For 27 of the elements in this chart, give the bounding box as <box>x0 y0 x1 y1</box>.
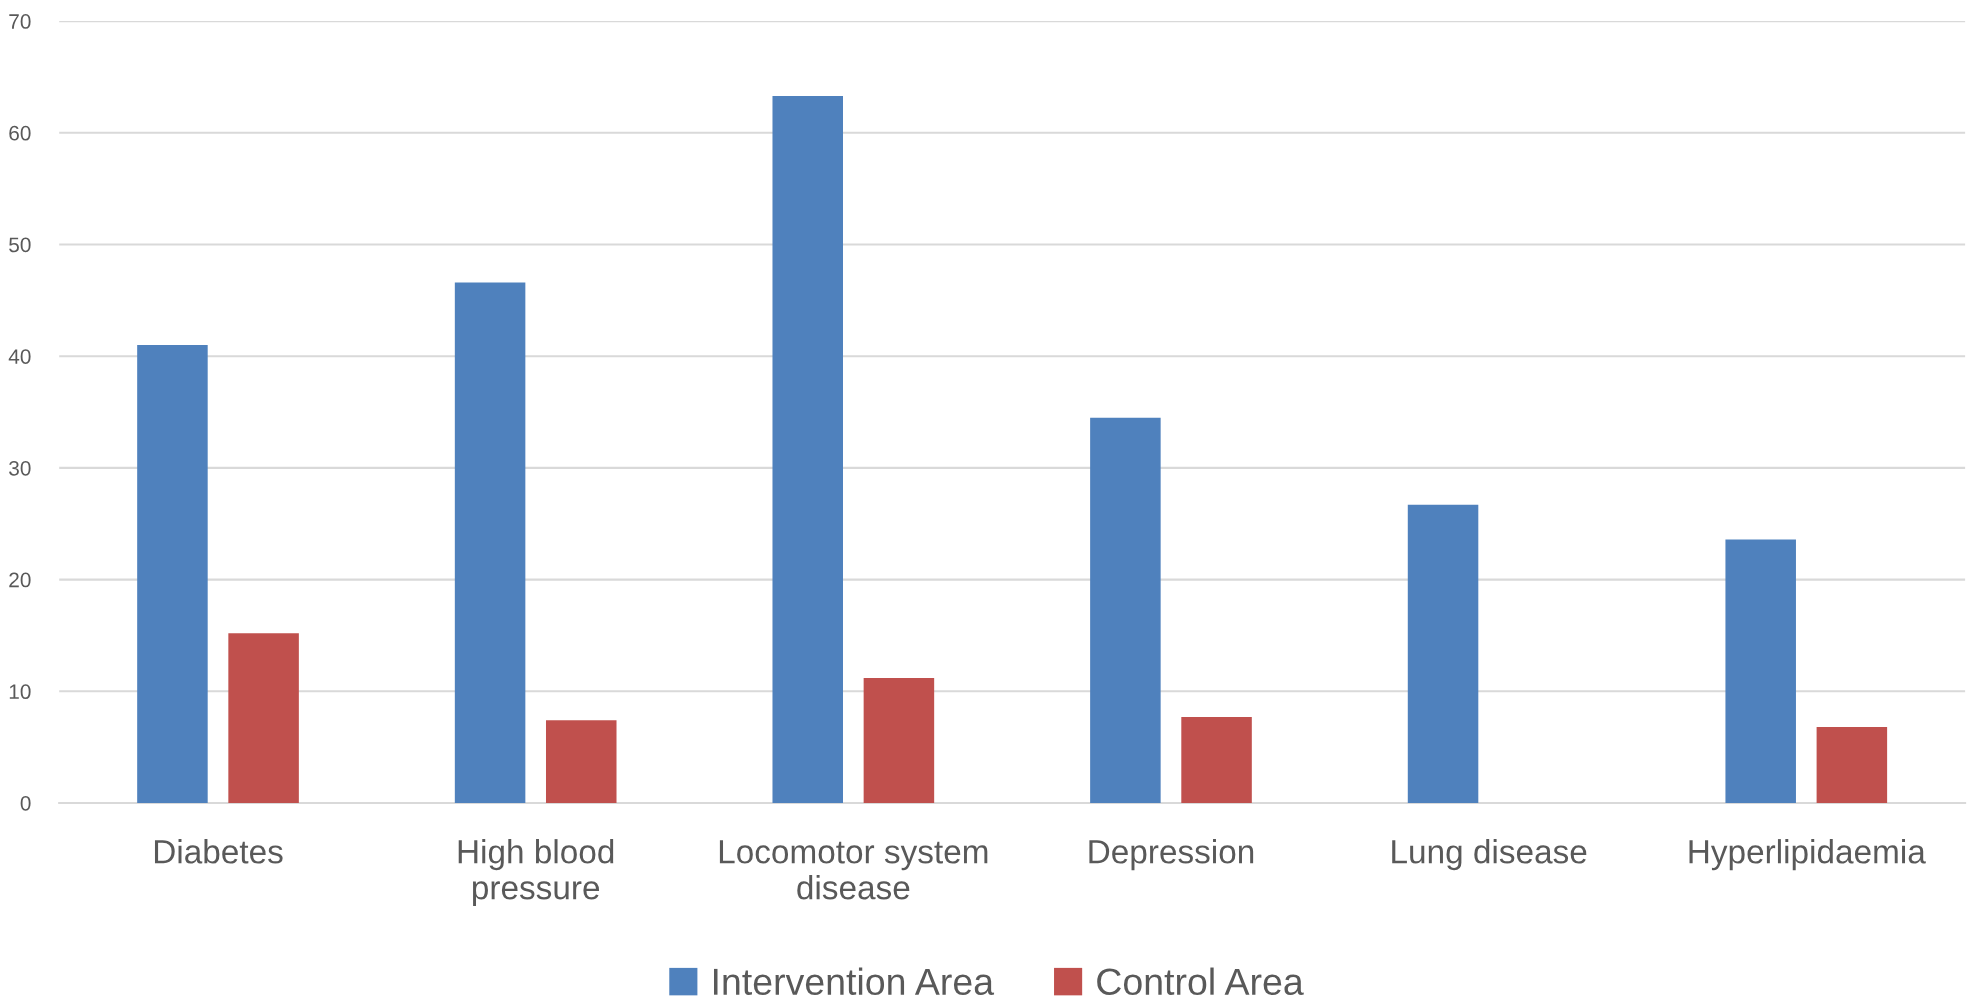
y-tick-label: 0 <box>20 796 31 811</box>
legend-label: Control Area <box>1097 967 1304 996</box>
bar <box>454 282 526 803</box>
bar <box>228 633 299 803</box>
legend-label: Intervention Area <box>713 967 995 996</box>
x-tick-label: Locomotor system disease <box>719 840 988 900</box>
bar <box>137 345 208 803</box>
x-tick-label: High blood pressure <box>458 839 614 907</box>
y-tick-label: 70 <box>9 14 31 29</box>
bar <box>545 720 617 803</box>
y-tick-label: 20 <box>9 572 31 588</box>
y-tick-label: 30 <box>9 460 31 476</box>
bar <box>863 677 935 803</box>
y-tick-label: 50 <box>9 237 31 253</box>
x-tick-label: Lung disease <box>1392 839 1587 871</box>
y-tick-label: 10 <box>9 684 31 700</box>
bar <box>1181 716 1252 803</box>
y-tick-label: 40 <box>8 349 31 364</box>
bar <box>1725 539 1796 803</box>
x-tick-label: Diabetes <box>154 839 283 864</box>
bar <box>772 95 843 803</box>
y-tick-label: 60 <box>9 125 31 141</box>
bar <box>1090 417 1161 803</box>
x-tick-label: Depression <box>1089 839 1254 871</box>
bar <box>1407 504 1479 803</box>
x-tick-label: Hyperlipidaemia <box>1689 839 1926 871</box>
bar <box>1816 727 1888 803</box>
